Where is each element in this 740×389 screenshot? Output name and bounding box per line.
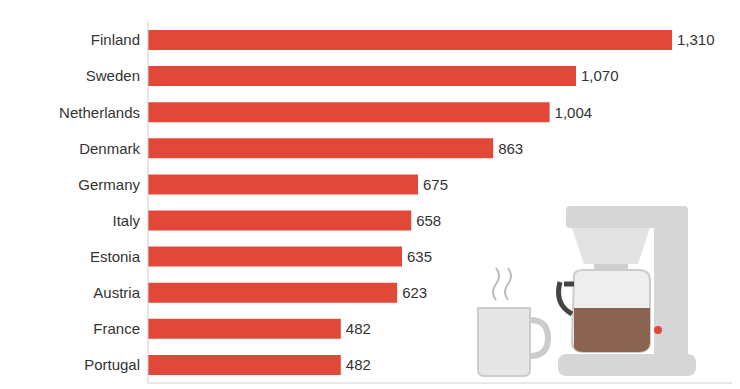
svg-text:1,310: 1,310 [677,31,715,48]
svg-text:1,004: 1,004 [555,104,593,121]
svg-text:Sweden: Sweden [86,67,140,84]
svg-text:Germany: Germany [78,176,140,193]
svg-text:Austria: Austria [93,284,140,301]
svg-text:1,070: 1,070 [581,67,619,84]
svg-text:863: 863 [498,140,523,157]
svg-text:482: 482 [346,356,371,373]
svg-text:635: 635 [407,248,432,265]
svg-text:Denmark: Denmark [79,140,140,157]
svg-text:France: France [93,320,140,337]
svg-text:482: 482 [346,320,371,337]
svg-text:Netherlands: Netherlands [59,104,140,121]
svg-text:Portugal: Portugal [84,356,140,373]
svg-text:658: 658 [416,212,441,229]
svg-text:Estonia: Estonia [90,248,141,265]
svg-text:623: 623 [402,284,427,301]
svg-text:Italy: Italy [112,212,140,229]
svg-text:Finland: Finland [91,31,140,48]
svg-text:675: 675 [423,176,448,193]
